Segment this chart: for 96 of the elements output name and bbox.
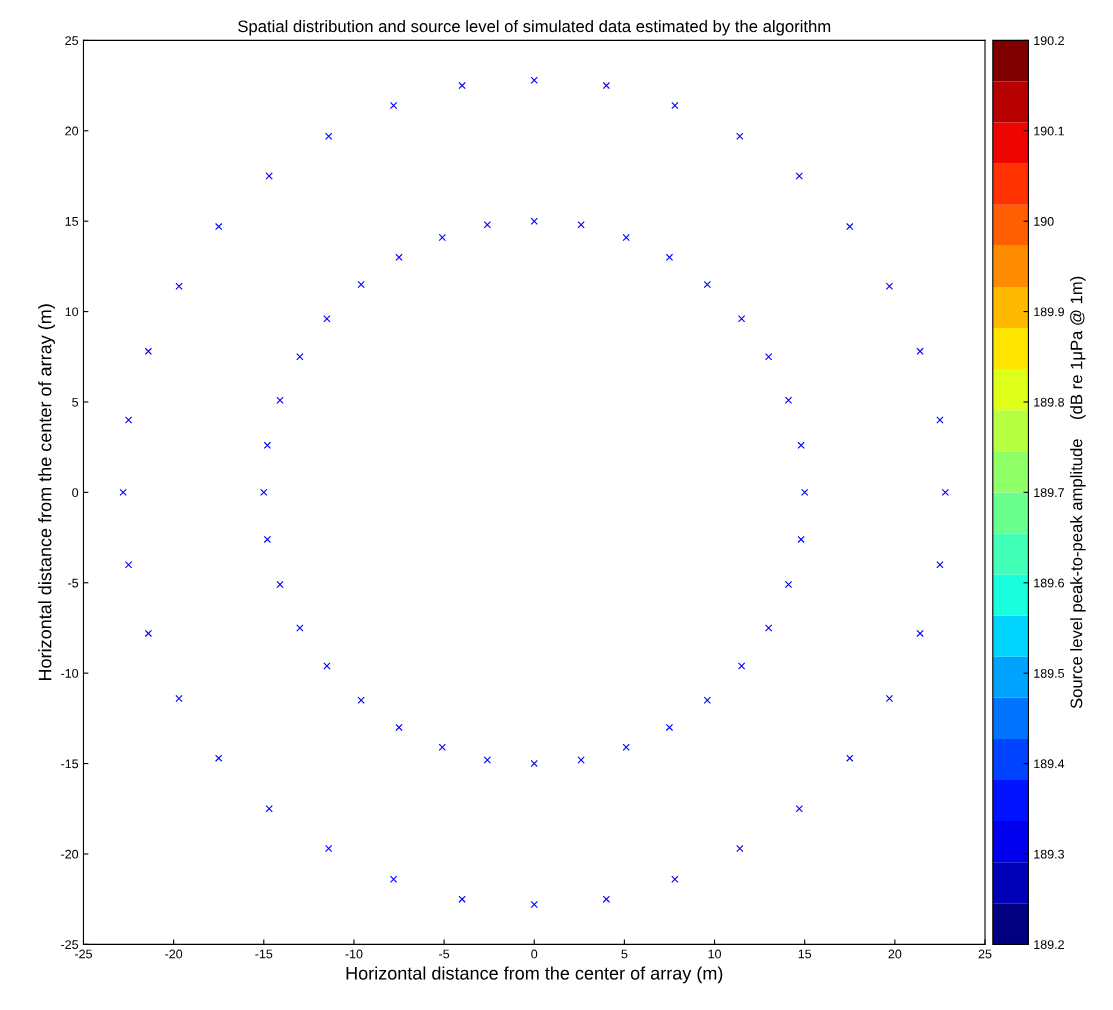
point xyxy=(846,222,854,231)
point xyxy=(703,696,711,704)
point xyxy=(124,561,133,569)
x-tick-label: -20 xyxy=(165,949,183,959)
color-bar-title: Source level peak-to-peak amplitude (dB re 1μPa @ 1m) xyxy=(1070,276,1086,709)
point xyxy=(296,353,304,361)
color-bar-label: 189.5 xyxy=(1034,668,1065,678)
point xyxy=(438,743,446,751)
point xyxy=(323,315,331,323)
color-bar-label: 190 xyxy=(1034,216,1054,226)
y-tick-label: -15 xyxy=(61,759,79,769)
point xyxy=(737,315,746,323)
y-tick-label: 5 xyxy=(72,397,79,407)
point xyxy=(530,76,538,84)
color-bar-label: 189.3 xyxy=(1034,849,1064,859)
point xyxy=(671,101,679,110)
point xyxy=(737,662,746,670)
point xyxy=(215,754,223,762)
point xyxy=(389,875,398,883)
y-tick-label: -25 xyxy=(61,940,79,949)
y-tick-label: -10 xyxy=(61,668,79,678)
point xyxy=(795,805,803,813)
point xyxy=(215,222,223,231)
x-tick-label: -15 xyxy=(255,949,273,959)
color-bar-label: 189.8 xyxy=(1034,397,1065,407)
point xyxy=(622,743,630,751)
x-tick-label: 0 xyxy=(531,949,538,959)
point xyxy=(764,624,773,632)
point xyxy=(325,132,333,140)
point xyxy=(846,754,854,762)
point xyxy=(263,535,272,544)
y-tick-label: 20 xyxy=(65,126,79,136)
point xyxy=(530,217,538,225)
point xyxy=(119,488,127,497)
color-bar-label: 189.4 xyxy=(1034,759,1065,769)
y-tick-label: 10 xyxy=(65,307,79,317)
point xyxy=(265,805,273,813)
color-bar-label: 189.6 xyxy=(1034,578,1064,588)
color-bar-label: 189.7 xyxy=(1034,488,1064,498)
point xyxy=(801,488,809,497)
point xyxy=(941,488,949,497)
point xyxy=(483,221,492,229)
point xyxy=(784,396,793,404)
point xyxy=(764,353,773,361)
point xyxy=(703,280,711,289)
point xyxy=(885,282,894,290)
point xyxy=(671,875,679,883)
point xyxy=(795,172,803,180)
point xyxy=(622,233,630,242)
point xyxy=(395,723,403,732)
point xyxy=(797,535,805,544)
point xyxy=(395,253,403,262)
y-tick-label: -5 xyxy=(68,578,79,588)
point xyxy=(797,441,805,450)
point xyxy=(458,81,466,90)
y-tick-label: 25 xyxy=(65,36,79,46)
chart-title: Spatial distribution and source level of simulated data estimated by the algorithm xyxy=(238,19,831,36)
point xyxy=(736,844,744,853)
y-axis-title: Horizontal distance from the center of array (m) xyxy=(38,304,55,681)
y-tick-label: -20 xyxy=(61,849,79,859)
point xyxy=(916,629,924,638)
point xyxy=(260,488,268,497)
color-bar-label: 190.1 xyxy=(1034,126,1064,136)
point xyxy=(577,221,585,229)
point xyxy=(144,629,153,638)
point xyxy=(736,132,744,140)
x-tick-label: -10 xyxy=(345,949,363,959)
color-bar-label: 190.2 xyxy=(1034,36,1064,46)
point xyxy=(916,347,924,356)
point xyxy=(175,282,183,290)
point xyxy=(175,694,183,703)
point xyxy=(483,756,492,764)
point xyxy=(936,561,944,569)
x-tick-label: 15 xyxy=(798,949,812,959)
point xyxy=(602,81,611,90)
point xyxy=(263,441,272,450)
color-bar-label: 189.9 xyxy=(1034,307,1064,317)
point xyxy=(144,347,153,356)
point xyxy=(458,895,466,903)
point xyxy=(276,580,284,589)
x-tick-label: 20 xyxy=(888,949,902,959)
y-tick-label: 0 xyxy=(72,488,79,498)
x-tick-label: 10 xyxy=(708,949,722,959)
point xyxy=(602,895,611,903)
x-tick-label: 25 xyxy=(978,949,992,959)
color-bar-label: 189.2 xyxy=(1034,940,1064,949)
point xyxy=(357,696,365,704)
point xyxy=(357,280,365,289)
point xyxy=(530,900,538,909)
point xyxy=(124,416,133,424)
y-tick-label: 15 xyxy=(65,217,79,226)
x-tick-label: 5 xyxy=(621,949,628,959)
point xyxy=(530,759,538,768)
x-tick-label: -5 xyxy=(439,949,450,959)
point xyxy=(438,233,446,242)
x-axis-title: Horizontal distance from the center of array (m) xyxy=(346,966,723,984)
